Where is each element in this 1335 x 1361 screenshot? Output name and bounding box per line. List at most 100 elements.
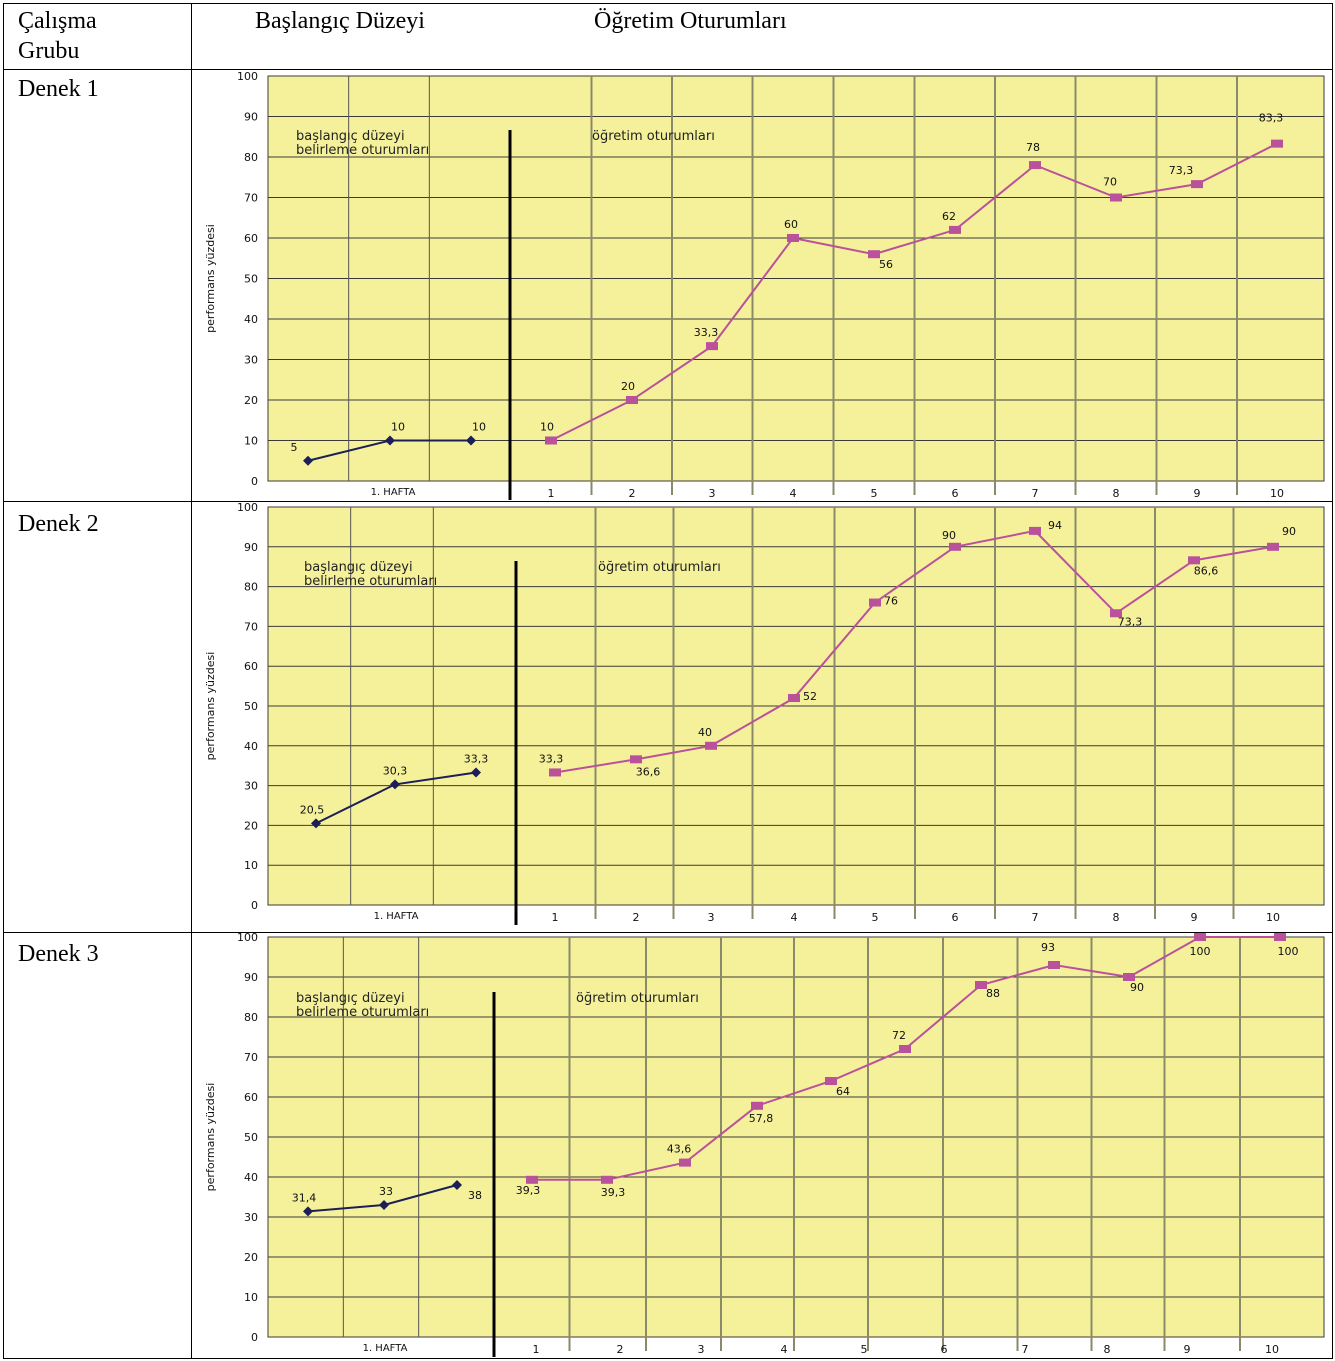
y-tick-label: 40 (244, 740, 258, 753)
sessions-data-label: 33,3 (539, 752, 564, 765)
sessions-point (751, 1101, 763, 1110)
sessions-point (975, 981, 987, 989)
sessions-data-label: 90 (1130, 981, 1144, 994)
y-tick-label: 20 (244, 819, 258, 832)
sessions-point (1110, 609, 1122, 618)
x-tick-label: 4 (790, 487, 797, 500)
x-tick-label: 5 (872, 911, 879, 924)
sessions-data-label: 88 (986, 987, 1000, 1000)
sessions-series-line (554, 529, 1274, 774)
week-label: 1. HAFTA (363, 1343, 408, 1354)
x-tick-label: 3 (708, 911, 715, 924)
sessions-data-label: 10 (540, 421, 554, 434)
x-tick-label: 10 (1270, 487, 1284, 500)
row-divider-1 (4, 501, 1332, 502)
baseline-point (303, 455, 313, 466)
sessions-point (1029, 526, 1041, 535)
sessions-point (545, 436, 557, 445)
x-tick-label: 8 (1104, 1343, 1111, 1356)
baseline-data-label: 33 (379, 1185, 393, 1198)
y-tick-label: 10 (244, 859, 258, 872)
baseline-data-label: 5 (291, 441, 298, 454)
y-tick-label: 80 (244, 581, 258, 594)
sessions-data-label: 36,6 (636, 765, 661, 778)
sessions-header: Öğretim Oturumları (594, 8, 787, 34)
x-tick-label: 9 (1191, 911, 1198, 924)
x-tick-label: 8 (1113, 911, 1120, 924)
baseline-annotation-line1: başlangıç düzeyi (296, 129, 405, 144)
y-tick-label: 100 (237, 932, 258, 944)
sessions-data-label: 78 (1026, 141, 1040, 154)
group-header-line1: Çalışma (18, 8, 97, 34)
sessions-data-label: 94 (1048, 519, 1062, 532)
sessions-point (1267, 542, 1279, 551)
sessions-point (899, 1045, 911, 1053)
y-tick-label: 40 (244, 1171, 258, 1184)
x-tick-label: 1 (548, 487, 555, 500)
sessions-point (949, 225, 961, 234)
sessions-data-label: 73,3 (1118, 615, 1143, 628)
sessions-data-label: 100 (1278, 945, 1299, 958)
sessions-point (1194, 933, 1206, 941)
y-tick-label: 80 (244, 1011, 258, 1024)
sessions-point (1191, 180, 1203, 189)
week-label: 1. HAFTA (371, 487, 416, 498)
sessions-point (787, 234, 799, 242)
sessions-point (1271, 139, 1283, 148)
y-axis-label: performans yüzdesi (204, 652, 217, 761)
study-table: Çalışma Grubu Başlangıç Düzeyi Öğretim O… (3, 3, 1333, 1359)
row-label-denek-3: Denek 3 (18, 941, 99, 967)
y-tick-label: 60 (244, 232, 258, 245)
sessions-point (706, 342, 718, 351)
group-header: Çalışma Grubu (18, 6, 97, 66)
sessions-data-label: 39,3 (601, 1186, 626, 1199)
sessions-point (869, 598, 881, 607)
x-tick-label: 2 (633, 911, 640, 924)
sessions-point (1123, 973, 1135, 981)
sessions-annotation: öğretim oturumları (576, 991, 699, 1006)
sessions-point (1048, 961, 1060, 969)
sessions-data-label: 86,6 (1194, 564, 1219, 577)
y-tick-label: 20 (244, 1251, 258, 1264)
baseline-point (303, 1206, 313, 1217)
y-tick-label: 0 (251, 1331, 258, 1344)
sessions-point (526, 1175, 538, 1184)
x-tick-label: 4 (781, 1343, 788, 1356)
y-tick-label: 70 (244, 1051, 258, 1064)
y-axis-label: performans yüzdesi (204, 224, 217, 333)
y-tick-label: 60 (244, 660, 258, 673)
baseline-point (471, 767, 481, 778)
y-tick-label: 30 (244, 780, 258, 793)
baseline-data-label: 10 (472, 421, 486, 434)
baseline-point (452, 1180, 462, 1190)
y-tick-label: 50 (244, 1131, 258, 1144)
y-tick-label: 90 (244, 111, 258, 124)
baseline-annotation-line1: başlangıç düzeyi (304, 560, 413, 575)
sessions-point (825, 1077, 837, 1085)
baseline-annotation-line2: belirleme oturumları (296, 143, 429, 158)
sessions-data-label: 93 (1041, 941, 1055, 954)
sessions-point (601, 1175, 613, 1184)
sessions-point (549, 768, 561, 777)
y-tick-label: 20 (244, 394, 258, 407)
x-tick-label: 10 (1266, 911, 1280, 924)
sessions-point (1274, 933, 1286, 941)
x-tick-label: 10 (1265, 1343, 1279, 1356)
sessions-data-label: 90 (1282, 525, 1296, 538)
x-tick-label: 4 (791, 911, 798, 924)
x-tick-label: 5 (871, 487, 878, 500)
baseline-data-label: 31,4 (292, 1191, 317, 1204)
x-tick-label: 7 (1022, 1343, 1029, 1356)
x-tick-label: 6 (941, 1343, 948, 1356)
sessions-data-label: 52 (803, 690, 817, 703)
chart-denek-1: 0 10 20 30 40 50 60 70 80 90 100 performans yüzdesi… (204, 70, 1325, 500)
y-tick-label: 60 (244, 1091, 258, 1104)
sessions-data-label: 39,3 (516, 1184, 541, 1197)
x-tick-label: 8 (1113, 487, 1120, 500)
y-axis-label: performans yüzdesi (204, 1083, 217, 1192)
sessions-series-line (550, 142, 1278, 442)
chart-denek-3: 0 10 20 30 40 50 60 70 80 90 100 performans yüzdesi… (204, 932, 1325, 1357)
week-label: 1. HAFTA (374, 911, 419, 922)
y-tick-label: 30 (244, 354, 258, 367)
sessions-point (679, 1158, 691, 1167)
